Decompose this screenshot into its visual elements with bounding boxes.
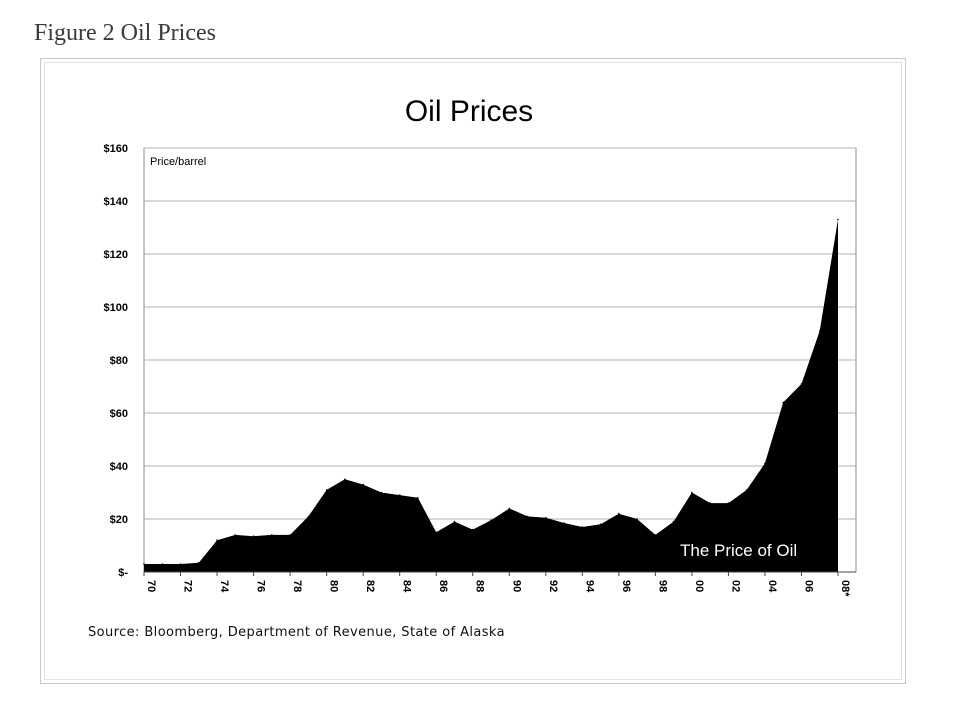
data-point-2007 xyxy=(818,330,821,332)
x-tick-label: 94 xyxy=(583,580,595,593)
x-tick-label: 78 xyxy=(291,580,303,592)
y-tick-label: $100 xyxy=(104,302,128,314)
x-tick-label: 08* xyxy=(839,580,851,597)
x-tick-label: 82 xyxy=(364,580,376,592)
data-point-1992 xyxy=(545,516,547,519)
data-point-1985 xyxy=(417,497,419,499)
y-tick-label: $- xyxy=(118,567,128,579)
x-tick-label: 88 xyxy=(474,580,486,592)
figure-caption: Figure 2 Oil Prices xyxy=(34,20,216,46)
data-point-1980 xyxy=(325,489,328,491)
x-tick-label: 86 xyxy=(437,580,449,592)
x-axis-ticks: 70 72 74 76 78 80 82 84 86 88 90 92 94 96 98 00 02 04 06 08… xyxy=(143,572,851,597)
data-point-2003 xyxy=(745,489,748,491)
x-tick-label: 90 xyxy=(510,580,522,592)
data-point-2005 xyxy=(782,401,784,404)
data-point-1982 xyxy=(362,483,365,486)
x-tick-label: 70 xyxy=(145,580,157,592)
data-point-1996 xyxy=(618,512,620,515)
data-point-2004 xyxy=(764,462,766,465)
x-tick-label: 96 xyxy=(620,580,632,592)
data-point-1989 xyxy=(490,519,492,522)
y-tick-label: $60 xyxy=(110,408,128,420)
x-tick-label: 74 xyxy=(218,580,230,593)
data-point-2008 xyxy=(837,218,839,221)
data-point-1994 xyxy=(581,526,584,528)
x-tick-label: 06 xyxy=(802,580,814,592)
data-point-1998 xyxy=(654,534,657,536)
chart-title: Oil Prices xyxy=(405,95,533,128)
y-axis-label: Price/barrel xyxy=(150,156,206,168)
data-point-1993 xyxy=(563,522,565,524)
x-tick-label: 04 xyxy=(766,580,778,593)
y-tick-label: $140 xyxy=(104,196,128,208)
data-point-1970 xyxy=(143,563,145,565)
data-points xyxy=(143,218,839,565)
data-point-1991 xyxy=(526,515,529,518)
y-tick-label: $160 xyxy=(104,143,128,155)
data-point-1974 xyxy=(216,539,218,541)
data-point-2000 xyxy=(691,491,693,494)
x-tick-label: 92 xyxy=(547,580,559,592)
data-point-1995 xyxy=(599,523,602,526)
data-point-1983 xyxy=(380,491,383,494)
data-point-1973 xyxy=(198,561,200,564)
data-point-1978 xyxy=(289,534,291,536)
y-tick-label: $20 xyxy=(110,514,128,526)
x-tick-label: 84 xyxy=(401,580,413,593)
y-axis-ticks: $- $20 $40 $60 $80 $100 $120 $140 $160 xyxy=(104,143,129,579)
price-annotation: The Price of Oil xyxy=(680,541,797,560)
x-tick-label: 76 xyxy=(255,580,267,592)
data-point-1975 xyxy=(234,534,237,536)
x-tick-label: 72 xyxy=(182,580,194,592)
data-point-2001 xyxy=(709,502,711,504)
x-tick-label: 98 xyxy=(656,580,668,592)
data-point-2006 xyxy=(800,383,803,385)
data-point-1972 xyxy=(179,563,182,565)
data-point-1999 xyxy=(672,520,675,523)
data-point-1976 xyxy=(252,535,255,537)
data-point-1987 xyxy=(453,520,456,523)
price-area xyxy=(144,219,838,572)
chart-frame-inner-border xyxy=(44,62,902,680)
data-point-2002 xyxy=(727,502,730,504)
data-point-1997 xyxy=(636,518,638,520)
x-tick-label: 00 xyxy=(693,580,705,592)
data-point-1979 xyxy=(307,515,310,518)
x-tick-label: 02 xyxy=(729,580,741,592)
x-tick-label: 80 xyxy=(328,580,340,592)
data-point-1984 xyxy=(398,494,401,496)
data-point-1981 xyxy=(344,478,346,481)
data-point-1988 xyxy=(471,528,474,531)
y-tick-label: $80 xyxy=(110,355,128,367)
y-tick-label: $40 xyxy=(110,461,128,473)
data-point-1977 xyxy=(271,534,273,536)
y-tick-label: $120 xyxy=(104,249,128,261)
data-point-1990 xyxy=(508,507,511,510)
data-point-1971 xyxy=(161,563,164,565)
data-point-1986 xyxy=(435,531,438,534)
source-note: Source: Bloomberg, Department of Revenue… xyxy=(88,625,506,640)
